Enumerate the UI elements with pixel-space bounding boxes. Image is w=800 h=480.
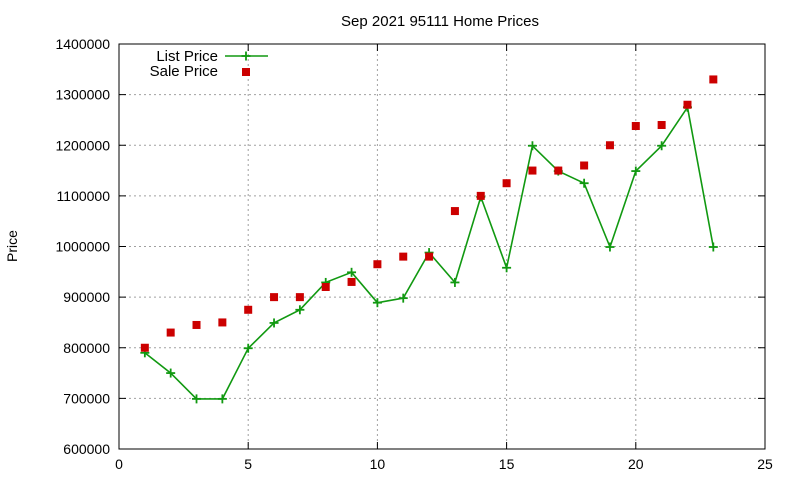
list-price-point — [192, 394, 202, 404]
x-tick-label: 20 — [628, 456, 644, 472]
list-price-point — [631, 166, 641, 176]
sale-price-point — [476, 191, 485, 200]
sale-price-point — [321, 283, 330, 291]
list-price-point — [347, 267, 357, 277]
sale-price-point — [373, 260, 382, 269]
y-tick-label: 600000 — [63, 441, 110, 457]
x-tick-label: 15 — [499, 456, 515, 472]
sale-price-point — [683, 100, 692, 109]
sale-price-point — [580, 161, 589, 170]
series-layer — [140, 75, 718, 404]
axis-ticks — [118, 43, 766, 450]
list-price-point — [243, 343, 253, 353]
sale-price-point — [657, 121, 666, 129]
sale-price-point — [399, 252, 408, 261]
legend-label-sale-price: Sale Price — [150, 63, 218, 80]
y-tick-label: 1100000 — [57, 188, 111, 204]
sale-price-point — [166, 328, 175, 337]
sale-price-point — [295, 293, 304, 302]
list-price-point — [295, 305, 305, 315]
y-tick-label: 1400000 — [55, 36, 110, 52]
list-price-point — [579, 178, 589, 188]
list-price-point — [527, 141, 537, 151]
sale-price-point — [218, 318, 227, 327]
y-tick-label: 1300000 — [55, 87, 110, 103]
sale-price-point — [140, 343, 149, 352]
x-tick-label: 25 — [757, 456, 773, 472]
legend-label-list-price: List Price — [156, 48, 218, 65]
list-price-point — [398, 293, 408, 303]
sale-price-point — [425, 252, 434, 261]
sale-price-point — [450, 207, 459, 216]
list-price-point — [450, 277, 460, 287]
y-tick-label: 800000 — [63, 340, 110, 356]
x-tick-label: 5 — [244, 456, 252, 472]
list-price-point — [269, 318, 279, 328]
legend: List Price Sale Price — [150, 48, 268, 80]
list-price-point — [502, 263, 512, 273]
sale-price-point — [605, 141, 614, 150]
sale-price-point — [270, 293, 279, 302]
sale-price-point — [709, 75, 718, 84]
list-price-point — [657, 141, 667, 151]
list-price-point — [708, 242, 718, 252]
y-tick-label: 1000000 — [55, 239, 110, 255]
x-tick-label: 0 — [115, 456, 123, 472]
legend-sample-sale-price — [242, 68, 250, 76]
grid-lines — [119, 44, 765, 449]
list-price-point — [605, 242, 615, 252]
sale-price-point — [502, 179, 511, 188]
list-price-point — [166, 368, 176, 378]
axis-tick-labels: 600000 700000 800000 900000 1000000 1100000 12… — [55, 36, 773, 472]
list-price-point — [372, 298, 382, 308]
y-axis-label: Price — [4, 230, 20, 262]
sale-price-point — [631, 122, 640, 131]
sale-price-point — [244, 305, 253, 314]
sale-price-point — [554, 166, 563, 175]
sale-price-point — [192, 320, 201, 329]
y-tick-label: 900000 — [63, 289, 110, 305]
sale-price-point — [347, 277, 356, 286]
x-tick-label: 10 — [370, 456, 386, 472]
chart-title: Sep 2021 95111 Home Prices — [341, 13, 539, 30]
sale-price-point — [528, 166, 537, 175]
list-price-point — [217, 394, 227, 404]
y-tick-label: 1200000 — [55, 137, 110, 153]
y-tick-label: 700000 — [63, 390, 110, 406]
